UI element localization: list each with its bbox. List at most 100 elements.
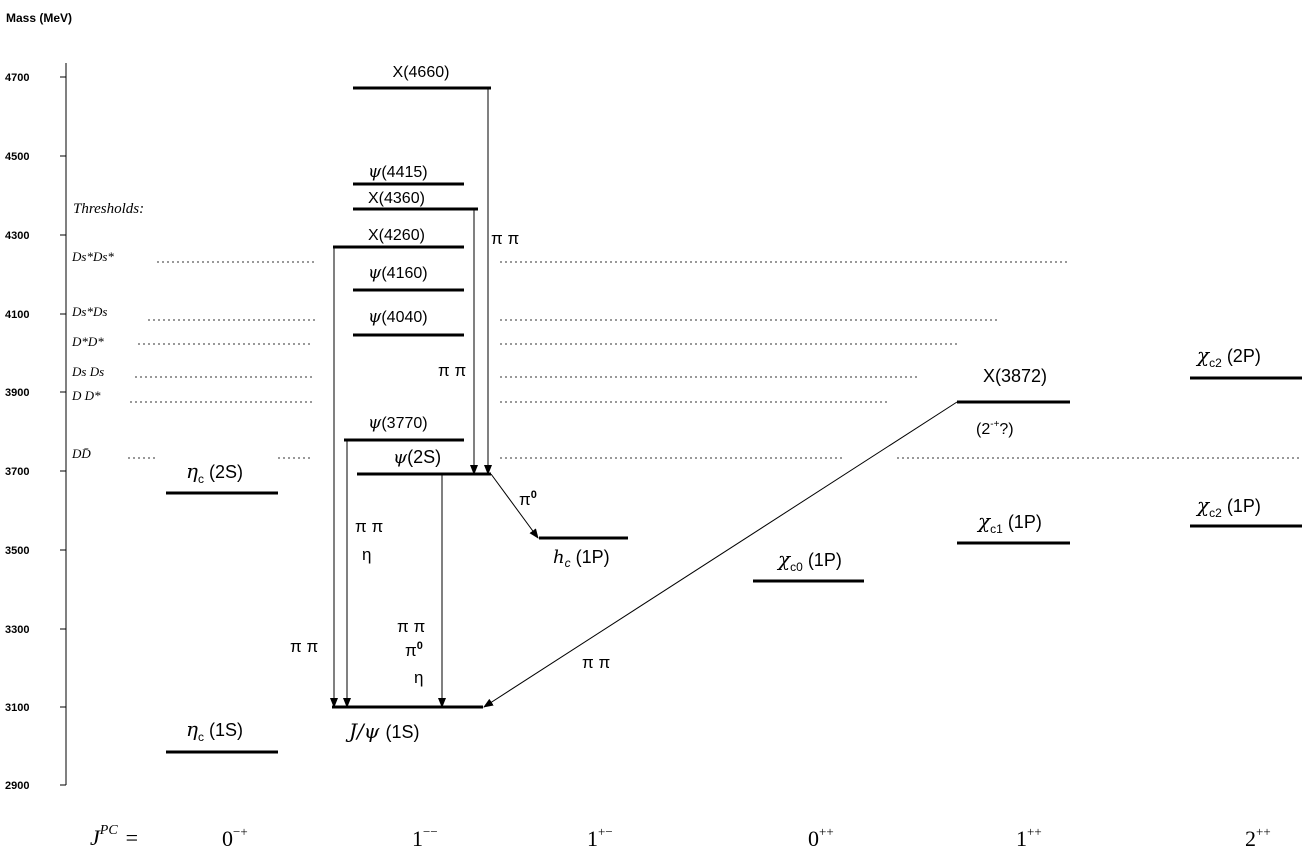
threshold-label-d-d-star: D D* <box>71 388 101 403</box>
jpc-j: J <box>90 825 101 850</box>
state-label-psi4040: ψ(4040) <box>368 307 428 327</box>
threshold-label-ds-ds: Ds Ds <box>71 364 104 379</box>
jpc-sup: ++ <box>1027 824 1042 839</box>
chi-c2-2p-level: (2P) <box>1227 346 1261 366</box>
threshold-lines <box>128 261 1302 459</box>
eta-c-2s-level: (2S) <box>209 462 243 482</box>
tick-label: 4500 <box>5 151 29 163</box>
state-label-chi-c2-1p: χc2 (1P) <box>1195 493 1261 520</box>
tick-label: 3300 <box>5 624 29 636</box>
tick-label: 2900 <box>5 780 29 792</box>
pi-symbol: π <box>519 490 531 509</box>
jpc-sup: +− <box>598 824 613 839</box>
transition-label-pipi-x4360: π π <box>438 361 466 380</box>
transition-label-pipi-x4260: π π <box>290 637 318 656</box>
pi0-superscript: 0 <box>417 640 423 652</box>
transition-label-eta-psi2s: η <box>414 668 423 687</box>
psi4040-mass: (4040) <box>381 309 427 326</box>
threshold-label-d-star-d-star: D*D* <box>71 334 104 349</box>
jpc-sup: ++ <box>1256 824 1271 839</box>
x3872-jpc-sup: -+ <box>990 419 999 430</box>
psi-symbol: ψ <box>368 162 382 182</box>
psi4415-mass: (4415) <box>381 164 427 181</box>
h-c-level: (1P) <box>576 547 610 567</box>
chi-c1-level: (1P) <box>1008 512 1042 532</box>
jpc-base: 2 <box>1245 826 1256 851</box>
state-label-jpsi: J/ψ (1S) <box>345 719 419 743</box>
state-label-chi-c1: χc1 (1P) <box>976 509 1042 536</box>
chi-c0-level: (1P) <box>808 550 842 570</box>
tick-label: 4100 <box>5 309 29 321</box>
pi0-superscript: 0 <box>531 489 537 501</box>
jpc-sup: −+ <box>233 824 248 839</box>
transition-label-pipi-x3872: π π <box>582 653 610 672</box>
eta-symbol: η <box>186 717 198 741</box>
state-label-x4260: X(4260) <box>368 227 425 244</box>
transition-label-eta-psi3770: η <box>362 545 371 564</box>
state-label-x4360: X(4360) <box>368 190 425 207</box>
transition-label-pipi-x4660: π π <box>491 229 519 248</box>
state-label-x3872-jpc: (2-+?) <box>976 419 1014 438</box>
jpc-prefix: JPC = <box>90 823 138 850</box>
jpc-sup: ++ <box>819 824 834 839</box>
transition-label-pi0-h-c: π0 <box>519 489 537 509</box>
jpc-label-0-plus-plus: 0++ <box>808 824 834 851</box>
chi-symbol: χ <box>976 509 992 533</box>
h-c-subscript: c <box>565 556 571 570</box>
eta-c-subscript: c <box>198 472 204 486</box>
h-symbol: h <box>553 547 565 568</box>
psi2s-level: (2S) <box>407 447 441 467</box>
psi4160-mass: (4160) <box>381 265 427 282</box>
pi-symbol: π <box>405 641 417 660</box>
transition-arrows <box>330 88 958 708</box>
psi-symbol: ψ <box>368 263 382 283</box>
state-label-chi-c2-2p: χc2 (2P) <box>1195 343 1261 370</box>
state-label-psi4415: ψ(4415) <box>368 162 428 182</box>
tick-label: 4300 <box>5 230 29 242</box>
state-label-psi2s: ψ(2S) <box>393 447 441 468</box>
state-label-psi3770: ψ(3770) <box>368 413 428 433</box>
chi-c0-subscript: c0 <box>790 560 803 574</box>
state-label-x3872: X(3872) <box>983 366 1047 386</box>
jpc-base: 1 <box>587 826 598 851</box>
jpc-label-1-minus-minus: 1−− <box>412 824 438 851</box>
jpc-base: 1 <box>1016 826 1027 851</box>
jpc-base: 1 <box>412 826 423 851</box>
axis-tick-labels: 4700 4500 4300 4100 3900 3700 3500 3300 … <box>5 72 29 792</box>
tick-label: 3700 <box>5 466 29 478</box>
tick-label: 3100 <box>5 702 29 714</box>
x3872-jpc-close: ?) <box>999 421 1013 438</box>
state-label-eta-c-1s: ηc (1S) <box>186 717 243 744</box>
threshold-label-ds-star-ds: Ds*Ds <box>71 304 107 319</box>
threshold-label-ds-star-ds-star: Ds*Ds* <box>71 249 114 264</box>
jpc-label-2-plus-plus: 2++ <box>1245 824 1271 851</box>
chi-c2-subscript: c2 <box>1209 356 1222 370</box>
jpsi-level: (1S) <box>385 722 419 742</box>
chi-c2-1p-level: (1P) <box>1227 496 1261 516</box>
tick-label: 3500 <box>5 545 29 557</box>
axis-ticks <box>60 76 66 786</box>
jpc-base: 0 <box>808 826 819 851</box>
chi-c2-subscript: c2 <box>1209 506 1222 520</box>
state-label-h-c: hc (1P) <box>553 547 610 570</box>
jpc-base: 0 <box>222 826 233 851</box>
state-label-eta-c-2s: ηc (2S) <box>186 459 243 486</box>
jpc-label-1-plus-plus: 1++ <box>1016 824 1042 851</box>
tick-label: 4700 <box>5 72 29 84</box>
psi-symbol: ψ <box>368 413 382 433</box>
chi-c1-subscript: c1 <box>990 522 1003 536</box>
chi-symbol: χ <box>1195 343 1211 367</box>
arrow-x3872-to-jpsi <box>483 401 958 708</box>
state-label-chi-c0: χc0 (1P) <box>776 547 842 574</box>
threshold-labels: Ds*Ds* Ds*Ds D*D* Ds Ds D D* DD̄ <box>71 249 114 461</box>
thresholds-title: Thresholds: <box>73 201 144 217</box>
eta-symbol: η <box>186 459 198 483</box>
jpc-row: JPC = 0−+ 1−− 1+− 0++ 1++ 2++ <box>90 823 1271 851</box>
psi3770-mass: (3770) <box>381 415 427 432</box>
jpc-label-0-minus-plus: 0−+ <box>222 824 248 851</box>
eta-c-subscript: c <box>198 730 204 744</box>
x3872-jpc-open: (2 <box>976 421 990 438</box>
jpsi-symbol: J/ψ <box>345 719 380 743</box>
state-label-psi4160: ψ(4160) <box>368 263 428 283</box>
